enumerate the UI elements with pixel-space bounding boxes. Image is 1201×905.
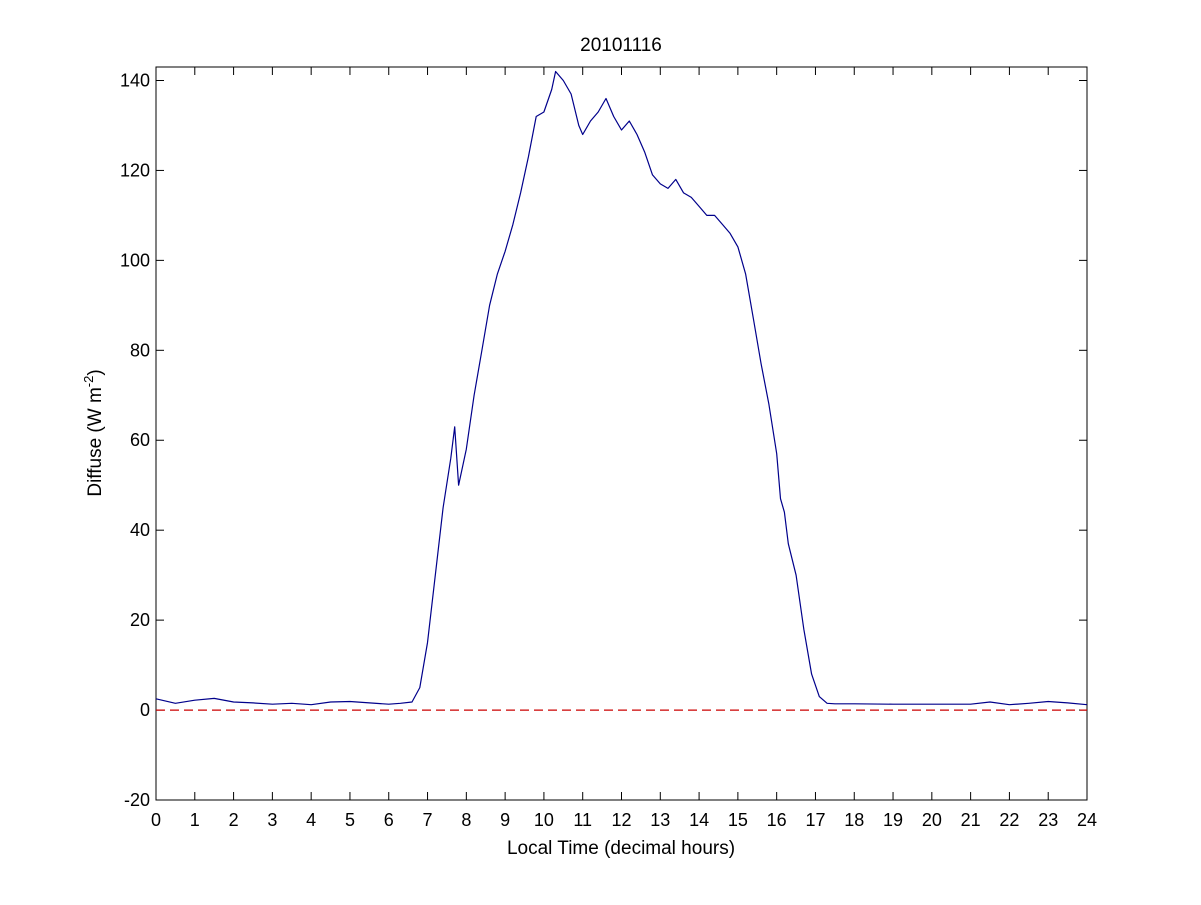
x-tick-label: 23 — [1038, 810, 1058, 830]
x-tick-label: 2 — [229, 810, 239, 830]
x-tick-label: 16 — [767, 810, 787, 830]
x-tick-label: 8 — [461, 810, 471, 830]
y-tick-label: -20 — [124, 790, 150, 810]
y-axis-label-main: Diffuse (W m — [85, 387, 106, 496]
x-tick-label: 17 — [805, 810, 825, 830]
x-tick-label: 10 — [534, 810, 554, 830]
x-tick-label: 20 — [922, 810, 942, 830]
x-tick-label: 4 — [306, 810, 316, 830]
diffuse-series-line — [155, 70, 1088, 706]
x-axis-label: Local Time (decimal hours) — [507, 838, 735, 859]
y-axis-label-superscript: -2 — [81, 376, 96, 388]
y-axis-label-close: ) — [85, 369, 106, 375]
x-tick-label: 1 — [190, 810, 200, 830]
plot-area — [155, 66, 1088, 801]
x-axis: 0 1 2 3 4 5 6 7 8 9 10 11 12 13 14 15 16 17 18 19 20 21 22 23 24 — [151, 67, 1097, 830]
x-tick-label: 0 — [151, 810, 161, 830]
x-tick-label: 5 — [345, 810, 355, 830]
x-tick-label: 22 — [999, 810, 1019, 830]
x-tick-label: 18 — [844, 810, 864, 830]
series-layer — [155, 70, 1088, 711]
x-tick-label: 14 — [689, 810, 709, 830]
y-tick-label: 120 — [120, 160, 150, 180]
y-tick-label: 60 — [130, 430, 150, 450]
x-tick-label: 21 — [961, 810, 981, 830]
x-tick-label: 7 — [423, 810, 433, 830]
x-tick-label: 3 — [267, 810, 277, 830]
y-tick-label: 0 — [140, 700, 150, 720]
x-tick-label: 15 — [728, 810, 748, 830]
y-tick-label: 80 — [130, 340, 150, 360]
x-tick-label: 12 — [611, 810, 631, 830]
x-tick-label: 19 — [883, 810, 903, 830]
y-axis: -20 0 20 40 60 80 100 120 140 — [120, 70, 1087, 810]
y-tick-label: 20 — [130, 610, 150, 630]
x-tick-label: 9 — [500, 810, 510, 830]
x-tick-label: 13 — [650, 810, 670, 830]
chart-title: 20101116 — [580, 35, 662, 56]
x-tick-label: 11 — [573, 810, 592, 830]
y-tick-label: 40 — [130, 520, 150, 540]
x-tick-label: 24 — [1077, 810, 1097, 830]
y-axis-label: Diffuse (W m-2) — [81, 369, 106, 496]
y-tick-label: 140 — [120, 70, 150, 90]
y-tick-label: 100 — [120, 250, 150, 270]
x-tick-label: 6 — [384, 810, 394, 830]
